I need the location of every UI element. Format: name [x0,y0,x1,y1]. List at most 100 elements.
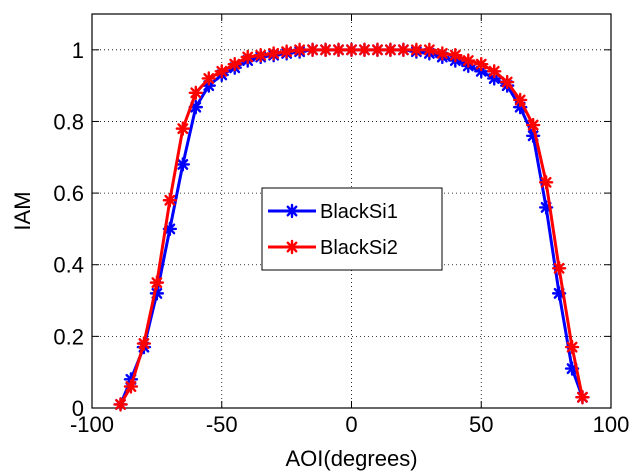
data-point [136,336,152,351]
data-point [474,56,489,72]
data-point [551,261,567,276]
series-layer [113,42,590,412]
data-point [422,42,437,58]
data-point [448,47,463,63]
y-tick-label: 1 [72,38,84,63]
data-point-stroke [294,44,306,56]
data-point [188,85,204,101]
data-point-stroke [286,241,298,253]
data-point [305,42,320,58]
data-point [538,175,554,190]
data-point-stroke [372,44,383,56]
data-point-stroke [164,223,176,235]
y-tick-label: 0.6 [53,181,84,206]
data-point-stroke [384,44,396,56]
data-point-stroke [346,44,357,56]
data-point-stroke [410,44,422,56]
data-point [487,64,502,79]
data-point-stroke [501,76,513,88]
data-point [500,74,515,90]
data-point-stroke [436,47,448,59]
data-point-stroke [164,194,176,206]
data-point [357,42,372,58]
x-tick-label: -50 [206,412,238,437]
data-point-stroke [281,46,293,58]
data-point [175,157,191,172]
data-point [266,46,281,61]
data-point-stroke [190,101,202,113]
data-point-stroke [566,341,578,353]
y-tick-label: 0.8 [53,109,84,134]
data-point-stroke [307,44,319,56]
data-point-stroke [242,51,254,63]
data-point [113,397,128,412]
data-point-stroke [115,398,126,410]
data-point [383,42,398,58]
data-point-stroke [320,44,331,56]
data-point-stroke [475,58,487,70]
data-point-stroke [423,44,435,56]
data-point-stroke [190,87,202,99]
data-point [284,239,300,255]
data-point-stroke [488,65,500,77]
data-point-stroke [229,58,241,70]
data-point-stroke [514,94,526,106]
data-point [564,339,580,355]
legend-label: BlackSi1 [320,201,398,223]
data-point [253,47,268,63]
y-tick-label: 0.4 [53,253,84,278]
data-point [201,71,216,86]
data-point-stroke [177,158,189,170]
data-point [409,42,424,58]
data-point-stroke [286,205,298,217]
x-tick-label: 100 [593,412,630,437]
x-axis-title: AOI(degrees) [285,446,417,471]
data-point-stroke [449,49,461,61]
data-point [175,121,191,136]
data-point-stroke [203,73,215,84]
data-point-stroke [255,49,267,61]
data-point [123,379,139,394]
data-point [292,42,307,58]
data-point [435,46,450,61]
data-point [279,44,294,59]
data-point-stroke [125,381,137,392]
data-point-stroke [333,44,344,56]
data-point-stroke [138,338,150,349]
legend-box [261,187,443,271]
data-point [149,275,165,290]
data-point-stroke [268,47,280,59]
data-point-stroke [151,277,163,289]
data-point-stroke [462,55,474,67]
data-point-stroke [577,391,588,403]
data-point-stroke [177,123,189,135]
y-tick-label: 0 [72,396,84,421]
data-point [344,42,359,58]
data-point [525,117,541,133]
data-point [331,42,346,58]
data-point [370,42,385,58]
data-point [461,53,476,68]
legend: BlackSi1 BlackSi2 [261,187,443,271]
legend-label: BlackSi2 [320,237,398,259]
data-point [396,42,411,58]
data-point [512,92,528,108]
data-point-stroke [527,119,539,131]
y-axis-title: IAM [10,191,35,230]
legend-item: BlackSi1 [268,201,398,223]
data-point [575,390,590,405]
x-tick-label: 0 [345,412,357,437]
series-BlackSi2 [113,42,590,412]
data-point [214,64,229,79]
data-point-stroke [553,262,565,274]
x-tick-label: 50 [469,412,493,437]
data-point [284,203,300,219]
y-tick-label: 0.2 [53,324,84,349]
data-point-stroke [540,176,552,188]
data-point [318,42,333,58]
data-point [227,56,242,72]
data-point-stroke [397,44,409,56]
legend-item: BlackSi2 [268,237,398,259]
x-tick-label: -100 [70,412,114,437]
